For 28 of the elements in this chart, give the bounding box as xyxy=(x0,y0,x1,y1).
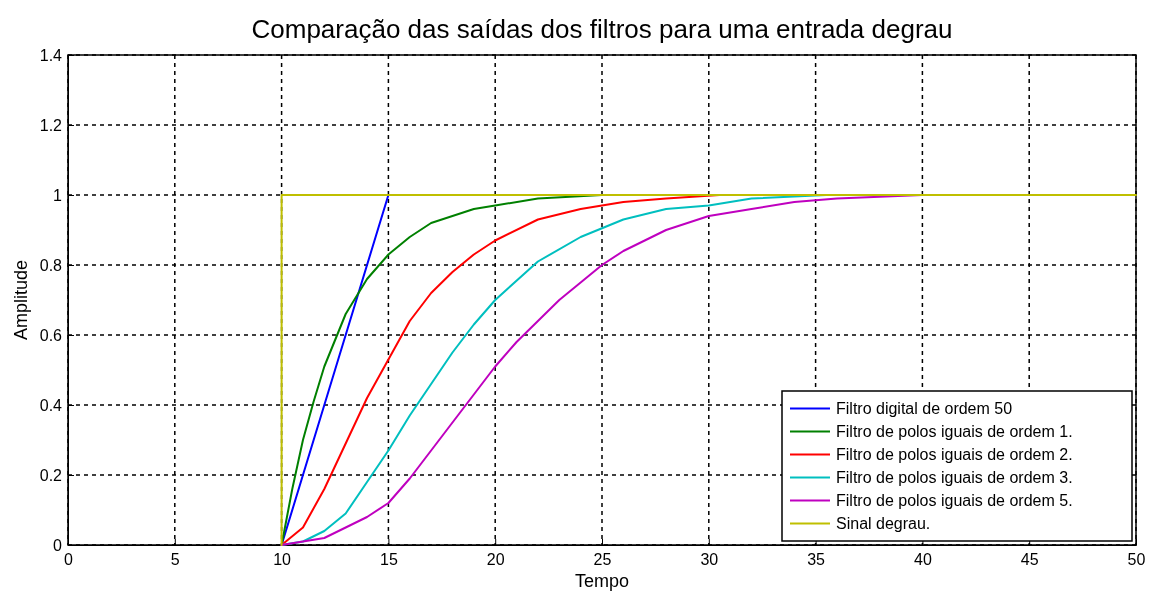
y-tick-label: 0.2 xyxy=(39,466,63,484)
x-tick-label: 0 xyxy=(64,551,74,568)
x-tick-label: 45 xyxy=(1020,551,1039,568)
legend-label: Filtro digital de ordem 50 xyxy=(836,400,1013,418)
chart-title: Comparação das saídas dos filtros para uma entrada degrau xyxy=(251,14,953,44)
y-tick-label: 0.4 xyxy=(39,396,63,414)
x-tick-label: 50 xyxy=(1127,551,1146,568)
y-tick-label: 1.2 xyxy=(39,116,63,134)
legend-label: Filtro de polos iguais de ordem 2. xyxy=(836,446,1073,464)
x-tick-label: 35 xyxy=(807,551,826,568)
y-tick-label: 0 xyxy=(53,536,63,554)
y-tick-label: 0.8 xyxy=(39,256,63,274)
x-tick-label: 30 xyxy=(700,551,719,568)
x-tick-label: 40 xyxy=(914,551,932,568)
x-tick-label: 15 xyxy=(380,551,398,568)
y-tick-label: 1 xyxy=(53,186,63,204)
legend-label: Filtro de polos iguais de ordem 5. xyxy=(836,492,1073,510)
legend-label: Filtro de polos iguais de ordem 3. xyxy=(836,469,1073,487)
x-axis-title: Tempo xyxy=(574,571,630,591)
y-axis-title: Amplitude xyxy=(11,259,31,341)
legend-label: Filtro de polos iguais de ordem 1. xyxy=(836,423,1073,441)
y-tick-label: 0.6 xyxy=(39,326,63,344)
x-tick-label: 25 xyxy=(593,551,612,568)
y-tick-label: 1.4 xyxy=(39,46,63,64)
x-tick-label: 10 xyxy=(273,551,292,568)
x-tick-label: 5 xyxy=(170,551,180,568)
x-tick-label: 20 xyxy=(486,551,505,568)
legend-label: Sinal degrau. xyxy=(836,515,931,533)
